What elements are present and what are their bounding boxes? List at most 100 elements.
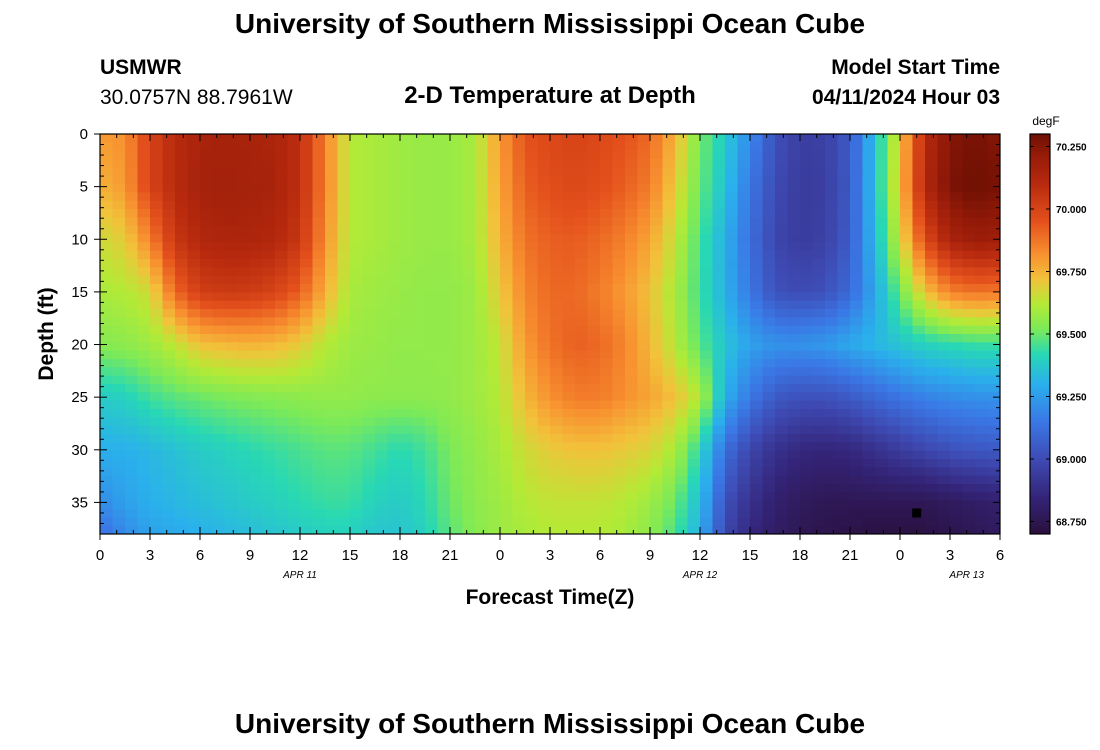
heatmap-cell [937, 242, 951, 252]
heatmap-cell [950, 492, 964, 502]
heatmap-cell [350, 400, 364, 410]
heatmap-cell [787, 200, 801, 210]
heatmap-cell [925, 234, 939, 243]
heatmap-cell [150, 525, 164, 534]
heatmap-cell [550, 275, 564, 285]
heatmap-cell [250, 392, 264, 402]
heatmap-cell [937, 525, 951, 534]
heatmap-cell [600, 525, 614, 534]
heatmap-cell [237, 192, 251, 202]
heatmap-cell [975, 384, 989, 393]
heatmap-cell [250, 459, 264, 468]
heatmap-cell [875, 300, 889, 310]
heatmap-cell [650, 467, 664, 477]
heatmap-cell [225, 159, 239, 168]
heatmap-cell [575, 200, 589, 210]
heatmap-cell [237, 467, 251, 477]
heatmap-cell [937, 267, 951, 277]
heatmap-cell [387, 267, 401, 277]
heatmap-cell [150, 192, 164, 202]
heatmap-cell [787, 217, 801, 227]
heatmap-cell [575, 434, 589, 443]
heatmap-cell [100, 267, 114, 277]
heatmap-cell [750, 200, 764, 210]
heatmap-cell [375, 509, 389, 518]
heatmap-cell [187, 492, 201, 502]
heatmap-cell [350, 242, 364, 252]
heatmap-cell [800, 167, 814, 177]
heatmap-cell [212, 175, 226, 185]
heatmap-cell [700, 284, 714, 293]
heatmap-cell [500, 192, 514, 202]
heatmap-cell [200, 184, 214, 193]
heatmap-cell [925, 417, 939, 427]
heatmap-cell [100, 292, 114, 302]
heatmap-cell [900, 267, 914, 277]
heatmap-cell [987, 359, 1000, 368]
heatmap-cell [575, 284, 589, 293]
heatmap-cell [512, 250, 526, 260]
heatmap-cell [650, 392, 664, 402]
heatmap-cell [187, 350, 201, 360]
heatmap-cell [562, 492, 576, 502]
heatmap-cell [387, 459, 401, 468]
colorbar-tick-label: 69.750 [1056, 268, 1087, 279]
heatmap-cell [237, 225, 251, 235]
heatmap-cell [175, 509, 189, 518]
heatmap-cell [287, 259, 301, 268]
heatmap-cell [950, 434, 964, 443]
heatmap-cell [762, 250, 776, 260]
heatmap-cell [150, 317, 164, 327]
heatmap-cell [400, 259, 414, 268]
heatmap-cell [312, 409, 326, 418]
heatmap-cell [262, 459, 276, 468]
heatmap-cell [675, 434, 689, 443]
heatmap-cell [150, 467, 164, 477]
heatmap-cell [212, 325, 226, 335]
heatmap-cell [887, 359, 901, 368]
heatmap-cell [700, 434, 714, 443]
heatmap-cell [925, 375, 939, 385]
heatmap-cell [837, 309, 851, 318]
heatmap-cell [700, 525, 714, 534]
heatmap-cell [475, 359, 489, 368]
heatmap-cell [625, 242, 639, 252]
heatmap-cell [400, 425, 414, 435]
colorbar: degF 70.25070.00069.75069.50069.25069.00… [1029, 114, 1087, 535]
heatmap-cell [350, 384, 364, 393]
heatmap-cell [275, 275, 289, 285]
heatmap-cell [975, 284, 989, 293]
heatmap-cell [150, 284, 164, 293]
heatmap-cell [837, 267, 851, 277]
heatmap-cell [287, 517, 301, 527]
heatmap-cell [925, 350, 939, 360]
heatmap-cell [800, 275, 814, 285]
heatmap-cell [325, 334, 339, 343]
heatmap-cell [350, 475, 364, 485]
heatmap-cell [537, 367, 551, 377]
heatmap-cell [825, 192, 839, 202]
heatmap-cell [462, 384, 476, 393]
heatmap-cell [137, 234, 151, 243]
heatmap-cell [150, 209, 164, 218]
heatmap-cell [900, 375, 914, 385]
heatmap-cell [450, 325, 464, 335]
heatmap-cell [350, 159, 364, 168]
x-axis-label: Forecast Time(Z) [466, 586, 635, 609]
heatmap-cell [125, 384, 139, 393]
heatmap-cell [700, 450, 714, 460]
heatmap-cell [787, 309, 801, 318]
heatmap-cell [912, 434, 926, 443]
heatmap-cell [937, 417, 951, 427]
heatmap-cell [525, 200, 539, 210]
heatmap-cell [112, 467, 126, 477]
heatmap-cell [637, 392, 651, 402]
heatmap-cell [775, 200, 789, 210]
heatmap-cell [712, 517, 726, 527]
heatmap-cell [812, 284, 826, 293]
heatmap-cell [412, 334, 426, 343]
heatmap-cell [187, 217, 201, 227]
date-label: APR 13 [948, 570, 984, 581]
heatmap-cell [937, 159, 951, 168]
heatmap-cell [212, 459, 226, 468]
